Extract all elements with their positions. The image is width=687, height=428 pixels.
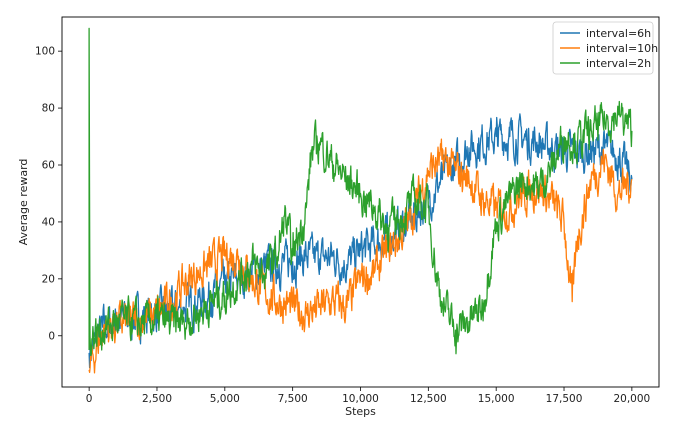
series-line-2 (88, 138, 633, 374)
x-tick-label: 5,000 (210, 393, 240, 405)
x-tick-label: 7,500 (278, 393, 308, 405)
x-axis-label: Steps (345, 405, 376, 418)
legend-label: interval=2h (586, 57, 651, 70)
series-line-1 (88, 113, 633, 369)
series-layer (88, 27, 633, 374)
y-tick-label: 0 (48, 330, 55, 342)
x-tick-label: 15,000 (478, 393, 515, 405)
y-tick-label: 20 (42, 273, 55, 285)
y-tick-label: 60 (42, 160, 55, 172)
y-tick-label: 80 (42, 103, 55, 115)
y-axis: 0 20 40 60 80 100 (35, 46, 62, 342)
x-tick-label: 0 (86, 393, 93, 405)
x-tick-label: 20,000 (613, 393, 650, 405)
y-tick-label: 100 (35, 46, 55, 58)
x-tick-label: 12,500 (410, 393, 447, 405)
legend-label: interval=6h (586, 27, 651, 40)
legend: interval=6h interval=10h interval=2h (552, 21, 658, 75)
x-tick-label: 10,000 (342, 393, 379, 405)
legend-label: interval=10h (586, 42, 658, 55)
y-tick-label: 40 (42, 216, 55, 228)
x-tick-label: 2,500 (142, 393, 172, 405)
x-axis: 0 2,500 5,000 7,500 10,000 12,500 15,000 17,500… (86, 387, 650, 405)
y-axis-label: Average reward (17, 159, 30, 246)
legend-box (552, 21, 654, 75)
x-tick-label: 17,500 (546, 393, 583, 405)
series-line-3 (88, 27, 633, 357)
